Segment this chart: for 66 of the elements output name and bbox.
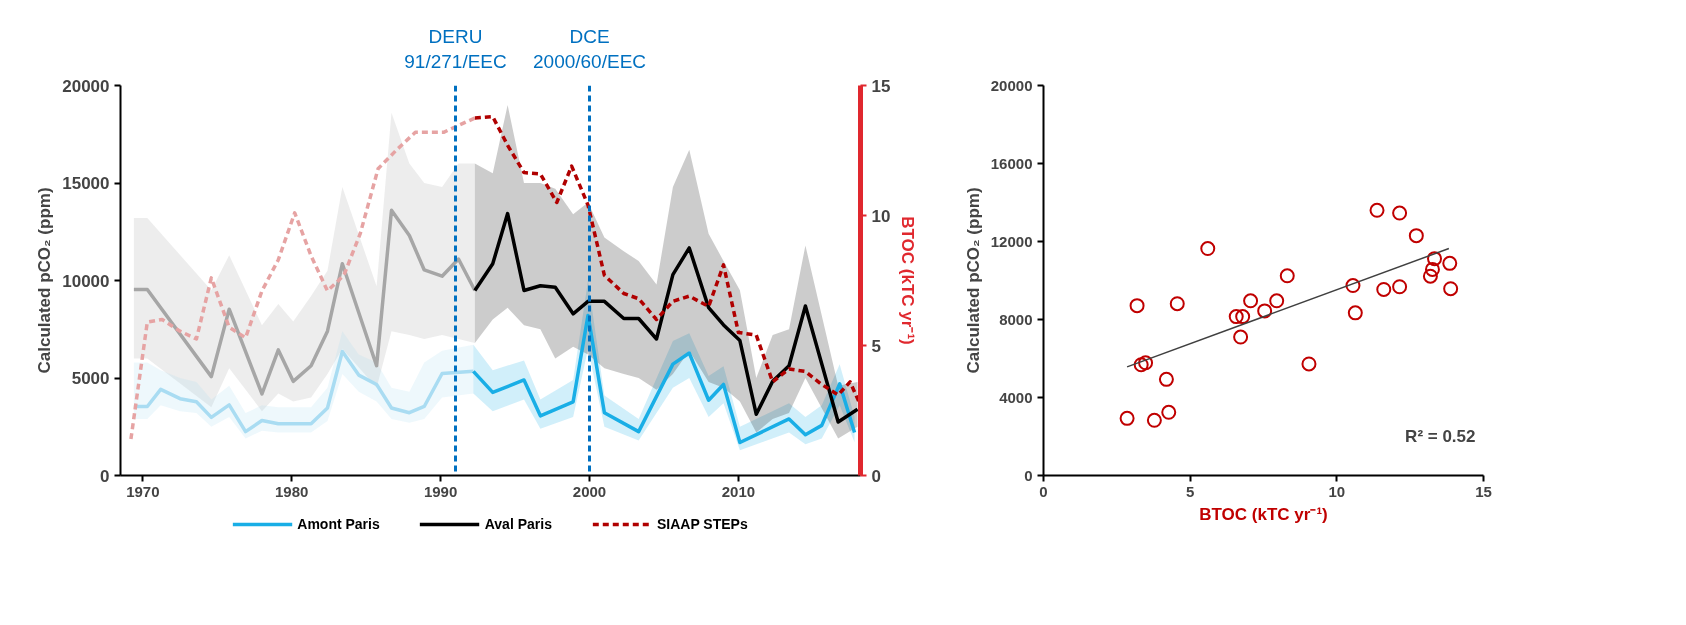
x-tick-label: 2000 — [572, 482, 607, 500]
y2-tick-label: 15 — [871, 76, 891, 96]
point — [1443, 281, 1459, 297]
y2-tick-label: 10 — [871, 206, 891, 226]
line-series — [471, 313, 857, 445]
y-tick-label: 8000 — [999, 310, 1033, 328]
point — [1257, 303, 1273, 319]
y-tick-label: 20000 — [62, 76, 110, 96]
point — [1228, 309, 1244, 325]
point — [1119, 410, 1135, 426]
point — [1347, 305, 1363, 321]
y2-tick-label: 5 — [871, 336, 881, 356]
point — [1269, 293, 1285, 309]
point — [1369, 202, 1385, 218]
y-tick-label: 4000 — [999, 388, 1033, 406]
x-tick-label: 1970 — [126, 482, 160, 500]
point — [1235, 309, 1251, 325]
y-tick-label: 5000 — [71, 369, 110, 388]
ref-line-label: DCE 2000/60/EEC — [533, 25, 647, 72]
y-axis-title: Calculated pCO₂ (ppm) — [35, 187, 55, 374]
point — [1345, 278, 1361, 294]
point — [1129, 298, 1145, 314]
x-tick-label: 15 — [1475, 482, 1492, 500]
point — [1138, 355, 1154, 371]
point — [1442, 255, 1458, 271]
y-tick-label: 20000 — [990, 76, 1033, 94]
y2-tick-label: 0 — [871, 466, 881, 486]
point — [1161, 404, 1177, 420]
point — [1200, 241, 1216, 257]
line-series — [132, 208, 477, 396]
point — [1392, 205, 1408, 221]
point — [1424, 261, 1440, 277]
point — [1376, 281, 1392, 297]
x-tick-label: 10 — [1328, 482, 1346, 500]
y-tick-label: 16000 — [990, 154, 1033, 172]
point — [1422, 268, 1438, 284]
point — [1408, 228, 1424, 244]
y-tick-label: 12000 — [990, 232, 1033, 250]
annotation: R² = 0.52 — [1405, 426, 1476, 446]
x-tick-label: 5 — [1186, 482, 1195, 500]
point — [1392, 279, 1408, 295]
point — [1146, 412, 1162, 428]
point — [1243, 293, 1259, 309]
point — [1301, 356, 1317, 372]
point — [1169, 296, 1185, 312]
point — [1279, 268, 1295, 284]
y-axis-title: Calculated pCO₂ (ppm) — [963, 187, 983, 374]
point — [1158, 371, 1174, 387]
legend-label: Aval Paris — [484, 516, 552, 532]
x-tick-label: 0 — [1039, 482, 1048, 500]
legend-label: SIAAP STEPs — [656, 516, 748, 532]
y-tick-label: 15000 — [62, 174, 110, 193]
x-tick-label: 1990 — [423, 482, 458, 500]
legend-label: Amont Paris — [297, 516, 380, 532]
ref-line-label: DERU 91/271/EEC — [404, 25, 507, 72]
y-tick-label: 0 — [100, 466, 110, 486]
y-tick-label: 0 — [1024, 466, 1033, 484]
line-series — [473, 211, 860, 424]
point — [1233, 329, 1249, 345]
point — [1427, 251, 1443, 267]
x-tick-label: 2010 — [721, 482, 756, 500]
y2-axis-title: BTOC (kTC yr⁻¹) — [898, 216, 918, 345]
y-tick-label: 10000 — [62, 271, 110, 291]
x-axis-title: BTOC (kTC yr⁻¹) — [1199, 504, 1328, 524]
point — [1133, 357, 1149, 373]
x-tick-label: 1980 — [275, 482, 309, 500]
